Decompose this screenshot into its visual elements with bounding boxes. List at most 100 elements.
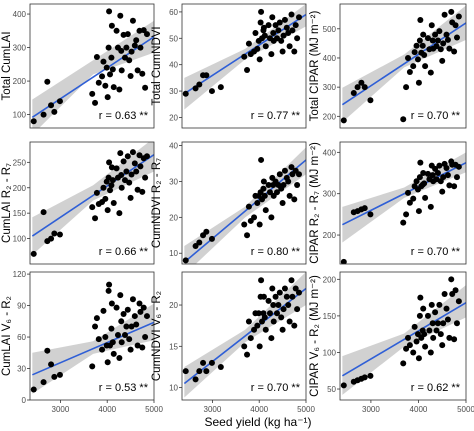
x-tick-label: 5000 — [145, 405, 163, 414]
data-point — [420, 170, 427, 177]
data-point — [118, 67, 125, 74]
correlation-label: r = 0.70 ** — [411, 246, 461, 258]
data-point — [428, 301, 435, 308]
y-tick-label: 0 — [22, 396, 27, 405]
data-point — [295, 171, 302, 178]
correlation-label: r = 0.62 ** — [411, 382, 461, 394]
data-point — [404, 334, 411, 341]
data-point — [273, 310, 280, 317]
data-point — [268, 335, 275, 342]
panel-frame — [29, 141, 155, 265]
data-point — [286, 318, 293, 325]
data-point — [261, 192, 268, 199]
panel-9: 50 100 150 200 3000 4000 5000 CIPAR V₆ - R₂ (MJ… — [309, 271, 474, 414]
panel-frame — [29, 3, 155, 129]
data-point — [414, 56, 421, 63]
data-point — [294, 182, 301, 189]
panel-frame — [181, 3, 307, 129]
data-point — [278, 314, 285, 321]
data-point — [441, 11, 448, 18]
data-point — [403, 211, 410, 218]
data-point — [400, 219, 407, 226]
data-point — [51, 230, 58, 237]
data-point — [455, 298, 462, 305]
regression-line — [31, 154, 154, 237]
data-point — [422, 194, 429, 201]
data-point — [192, 243, 199, 250]
data-point — [89, 204, 96, 211]
y-axis-label: Total CIPAR (MJ m⁻²) — [309, 11, 321, 122]
data-point — [422, 343, 429, 350]
y-tick-label: 300 — [323, 190, 337, 199]
y-axis-label: Total CumLAI — [1, 31, 13, 100]
panel-2: 20 30 40 50 60 Total CumNDVI r = 0.77 ** — [151, 3, 307, 129]
data-point — [123, 323, 130, 330]
data-point — [453, 174, 460, 181]
data-point — [292, 285, 299, 292]
y-tick-label: 20 — [169, 301, 178, 310]
data-point — [200, 359, 207, 366]
data-point — [278, 37, 285, 44]
data-point — [279, 326, 286, 333]
data-point — [451, 336, 458, 343]
correlation-label: r = 0.80 ** — [251, 246, 301, 258]
data-point — [340, 117, 347, 124]
data-point — [244, 232, 251, 239]
data-point — [410, 63, 417, 70]
data-point — [280, 306, 287, 313]
data-point — [440, 174, 447, 181]
y-tick-label: 50 — [169, 34, 178, 43]
panel-frame — [181, 141, 307, 265]
y-tick-label: 60 — [17, 333, 26, 342]
data-point — [291, 322, 298, 329]
data-point — [268, 51, 275, 58]
data-point — [137, 44, 144, 51]
data-point — [124, 306, 131, 313]
confidence-band — [184, 147, 306, 264]
data-point — [107, 187, 114, 194]
y-tick-label: 400 — [323, 54, 337, 63]
data-point — [430, 334, 437, 341]
data-point — [114, 331, 121, 338]
panel-7: 0 30 60 90 120 3000 4000 5000 CumLAI V₆ - R₂ r = … — [1, 270, 163, 414]
data-point — [251, 214, 258, 221]
data-point — [437, 46, 444, 53]
data-point — [244, 66, 251, 73]
data-point — [286, 43, 293, 50]
y-tick-label: 40 — [169, 61, 178, 70]
y-axis-label: CIPAR V₆ - R₂ (MJ m⁻²) — [309, 275, 321, 397]
data-point — [434, 170, 441, 177]
data-point — [452, 22, 459, 29]
y-axis-label: CumNDVI R₂ - R₇ — [151, 158, 163, 248]
data-point — [102, 195, 109, 202]
data-point — [129, 149, 136, 156]
data-point — [265, 22, 272, 29]
data-point — [427, 349, 434, 356]
data-point — [265, 297, 272, 304]
data-point — [254, 200, 261, 206]
data-point — [95, 336, 102, 343]
data-point — [255, 310, 262, 317]
data-point — [417, 294, 424, 301]
data-point — [446, 45, 453, 52]
data-point — [99, 346, 106, 353]
data-point — [182, 257, 189, 264]
data-point — [406, 199, 413, 206]
data-point — [93, 189, 100, 196]
x-axis-label: Seed yield (kg ha⁻¹) — [204, 415, 311, 429]
data-point — [131, 42, 138, 49]
panel-frame — [339, 3, 467, 129]
data-point — [443, 305, 450, 312]
data-point — [276, 289, 283, 296]
data-point — [116, 86, 123, 93]
data-point — [260, 24, 267, 31]
data-point — [276, 171, 283, 178]
y-tick-label: 60 — [169, 8, 178, 17]
data-point — [109, 66, 116, 73]
data-point — [40, 111, 47, 118]
data-point — [294, 35, 301, 42]
data-point — [340, 382, 347, 389]
data-point — [262, 326, 269, 333]
data-point — [436, 301, 443, 308]
panel-1: 100 200 300 400 Total CumLAI r = 0.63 ** — [1, 3, 155, 129]
